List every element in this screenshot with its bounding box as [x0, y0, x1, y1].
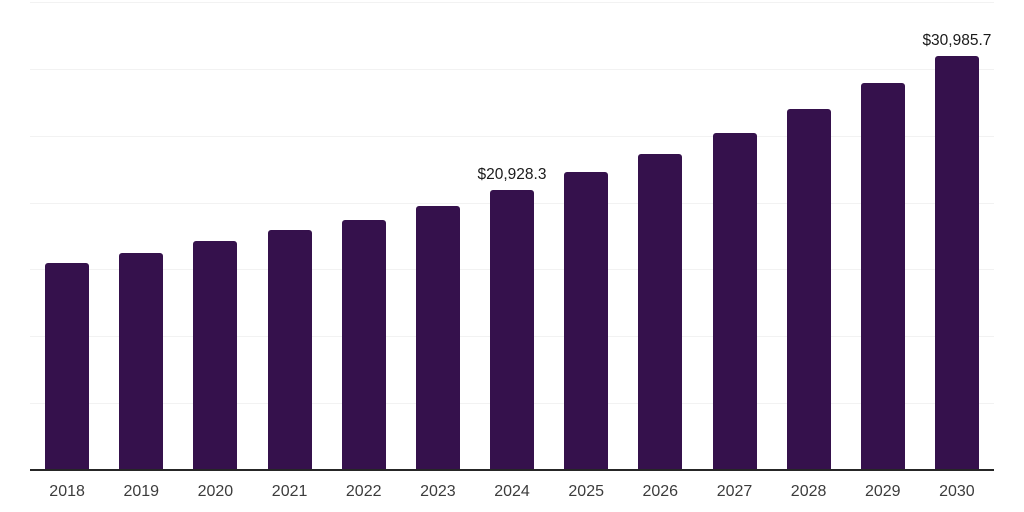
x-tick-label-2026: 2026	[642, 483, 679, 500]
x-tick-label-2020: 2020	[197, 483, 234, 500]
x-axis-line	[30, 469, 994, 471]
x-tick-label-2023: 2023	[420, 483, 456, 500]
bar-2021	[267, 230, 312, 470]
x-tick-label-2021: 2021	[271, 483, 308, 500]
data-label-2024: $20,928.3	[477, 166, 547, 184]
bar-2027	[712, 133, 757, 470]
gridline-35000	[30, 2, 994, 3]
x-tick-label-2025: 2025	[568, 483, 604, 500]
bar-2022	[341, 220, 386, 470]
bar-2030	[934, 55, 979, 470]
x-tick-label-2018: 2018	[49, 483, 85, 500]
bar-2028	[786, 109, 831, 470]
x-tick-label-2027: 2027	[716, 483, 753, 500]
bar-2020	[193, 241, 238, 470]
x-tick-label-2029: 2029	[864, 483, 901, 500]
bar-2029	[860, 82, 905, 470]
gridline-25000	[30, 136, 994, 137]
bar-2019	[119, 253, 164, 470]
bar-2023	[415, 205, 460, 470]
bar-2026	[638, 154, 683, 470]
bar-2025	[564, 171, 609, 470]
data-label-2030: $30,985.7	[922, 31, 992, 49]
bar-2024	[490, 190, 534, 470]
x-tick-label-2022: 2022	[345, 483, 382, 500]
x-tick-label-2028: 2028	[790, 483, 827, 500]
bar-2018	[45, 262, 90, 470]
x-tick-label-2030: 2030	[939, 483, 975, 500]
x-tick-label-2024: 2024	[494, 483, 530, 500]
gridline-30000	[30, 69, 994, 70]
x-tick-label-2019: 2019	[123, 483, 160, 500]
